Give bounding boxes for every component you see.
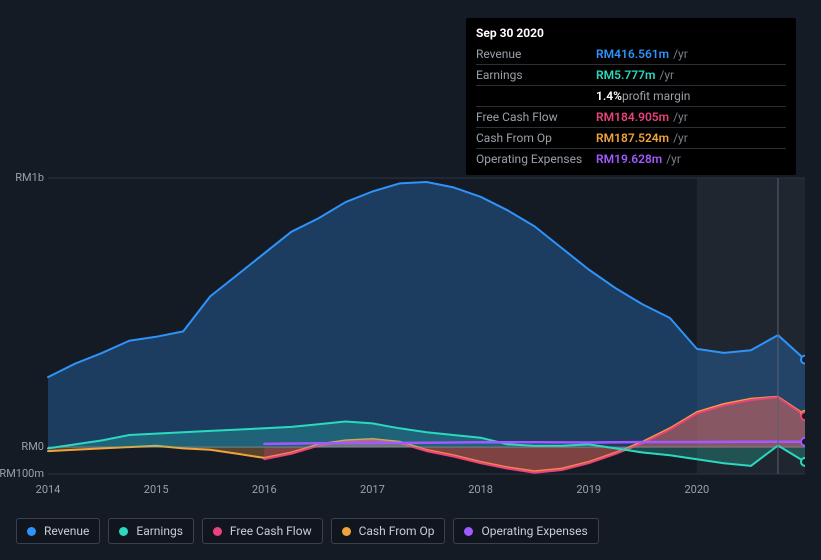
legend-item-earnings[interactable]: Earnings bbox=[108, 518, 194, 544]
x-axis-label: 2016 bbox=[252, 483, 277, 496]
legend-label: Revenue bbox=[44, 524, 89, 538]
x-axis-label: 2018 bbox=[468, 483, 493, 496]
tooltip-value: 1.4% bbox=[596, 87, 622, 105]
tooltip-row: EarningsRM5.777m /yr bbox=[476, 64, 786, 85]
x-axis-label: 2017 bbox=[360, 483, 385, 496]
legend-label: Operating Expenses bbox=[481, 524, 587, 538]
tooltip-value: RM416.561m bbox=[596, 45, 669, 63]
legend-swatch bbox=[27, 527, 36, 536]
tooltip-value: RM187.524m bbox=[596, 129, 669, 147]
legend-label: Earnings bbox=[136, 524, 183, 538]
tooltip-value: RM184.905m bbox=[596, 108, 669, 126]
legend-swatch bbox=[213, 527, 222, 536]
x-axis-label: 2014 bbox=[36, 483, 61, 496]
tooltip-label: Cash From Op bbox=[476, 129, 596, 147]
legend-swatch bbox=[119, 527, 128, 536]
x-axis-label: 2015 bbox=[144, 483, 169, 496]
tooltip-label: Revenue bbox=[476, 45, 596, 63]
tooltip-unit: /yr bbox=[673, 129, 688, 147]
legend-label: Cash From Op bbox=[359, 524, 435, 538]
x-axis-label: 2020 bbox=[684, 483, 709, 496]
tooltip-unit: /yr bbox=[673, 108, 688, 126]
chart-canvas bbox=[0, 150, 805, 476]
legend-item-cash-from-op[interactable]: Cash From Op bbox=[331, 518, 446, 544]
x-axis-label: 2019 bbox=[576, 483, 601, 496]
legend-item-revenue[interactable]: Revenue bbox=[16, 518, 100, 544]
tooltip-date: Sep 30 2020 bbox=[476, 24, 786, 44]
tooltip-value: RM5.777m bbox=[596, 66, 655, 84]
tooltip-row: Free Cash FlowRM184.905m /yr bbox=[476, 106, 786, 127]
chart-legend: Revenue Earnings Free Cash Flow Cash From O… bbox=[16, 518, 599, 544]
tooltip-row: Cash From OpRM187.524m /yr bbox=[476, 127, 786, 148]
legend-item-free-cash-flow[interactable]: Free Cash Flow bbox=[202, 518, 323, 544]
legend-item-operating-expenses[interactable]: Operating Expenses bbox=[453, 518, 598, 544]
financials-chart: RM1bRM0-RM100m 2014201520162017201820192… bbox=[0, 150, 821, 510]
tooltip-label: Earnings bbox=[476, 66, 596, 84]
legend-swatch bbox=[464, 527, 473, 536]
tooltip-row: 1.4% profit margin bbox=[476, 85, 786, 106]
legend-swatch bbox=[342, 527, 351, 536]
tooltip-unit: /yr bbox=[673, 45, 688, 63]
tooltip-row: RevenueRM416.561m /yr bbox=[476, 44, 786, 64]
tooltip-subtext: profit margin bbox=[622, 87, 690, 105]
tooltip-unit: /yr bbox=[659, 66, 674, 84]
tooltip-label: Free Cash Flow bbox=[476, 108, 596, 126]
legend-label: Free Cash Flow bbox=[230, 524, 312, 538]
